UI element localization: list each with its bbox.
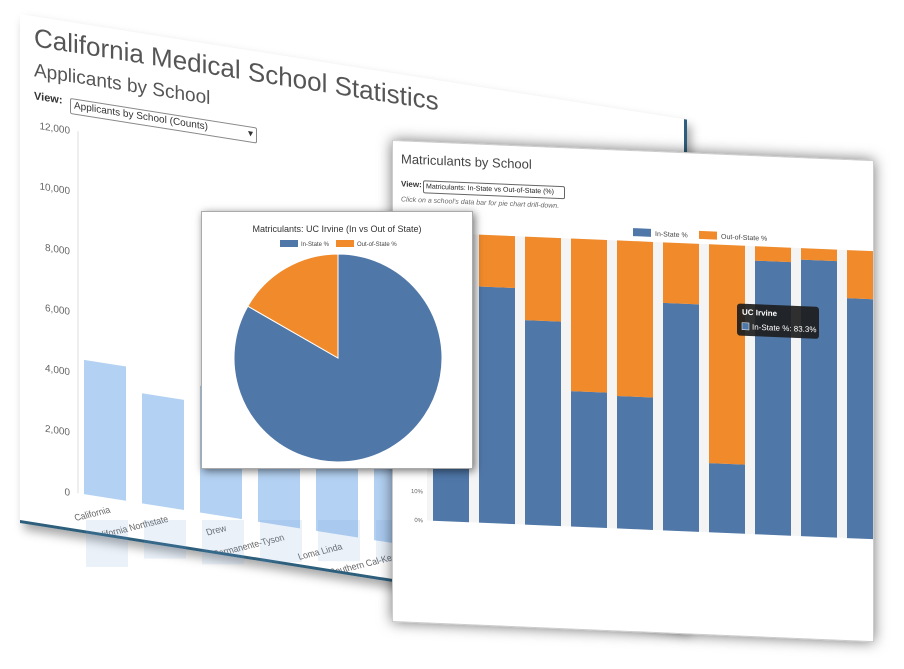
in-state-bar [801,259,837,538]
pie-legend-label: Out-of-State % [357,242,397,248]
in-state-bar [709,463,745,534]
matriculants-panel: Matriculants by School View: Matriculant… [392,140,874,643]
reflection-bar [318,520,360,562]
out-of-state-bar [847,250,873,300]
applicants-bar [84,359,126,501]
applicants-bar [142,393,184,510]
in-state-bar [663,302,699,532]
reflection-bar [260,520,302,563]
pie-legend-label: In-State % [301,242,330,248]
y-tick-label: 2,000 [45,424,70,439]
in-state-bar [571,391,607,529]
out-of-state-bar [571,238,607,393]
reflection-bar [86,520,128,567]
pie-chart: Matriculants: UC Irvine (In vs Out of St… [233,224,443,463]
x-tick-label: Drew [205,523,229,538]
out-of-state-bar [479,234,515,288]
in-state-bar [617,395,653,530]
legend-swatch [633,228,651,237]
y-tick-label: 12,000 [39,121,70,137]
out-of-state-bar [663,242,699,305]
out-of-state-bar [617,240,653,398]
matriculants-chart: 0% 10% In-State % Out-of-State % UC Irvine In… [411,228,873,540]
tooltip-title: UC Irvine [742,308,778,318]
y-tick-label: 0 [64,487,70,499]
tooltip-swatch [741,322,750,331]
pie-title: Matriculants: UC Irvine (In vs Out of St… [252,224,421,234]
y-tick-label: 8,000 [45,243,70,258]
in-state-bar [847,298,873,540]
y-tick-label: 10% [411,489,424,496]
in-state-bar [755,260,791,536]
out-of-state-bar [525,236,561,322]
tooltip-box [737,303,819,339]
legend-swatch [699,230,717,240]
y-tick-label: 10,000 [39,181,70,197]
y-tick-label: 6,000 [45,303,70,318]
out-of-state-bar [709,244,745,465]
reflection-bar [144,520,186,559]
y-tick-label: 4,000 [45,363,70,378]
in-state-bar [525,320,561,527]
pie-legend-swatch [280,240,298,247]
pie-legend-swatch [336,240,354,247]
reflection-bar [202,520,244,565]
legend-label: In-State % [655,231,688,239]
out-of-state-bar [801,248,837,262]
out-of-state-bar [755,246,791,263]
pie-panel: Matriculants: UC Irvine (In vs Out of St… [201,211,473,469]
tooltip-value: In-State %: 83.3% [752,323,816,335]
in-state-bar [479,286,515,525]
y-tick-label: 0% [414,518,423,524]
pie-slice [247,253,339,359]
legend-label: Out-of-State % [721,234,767,243]
